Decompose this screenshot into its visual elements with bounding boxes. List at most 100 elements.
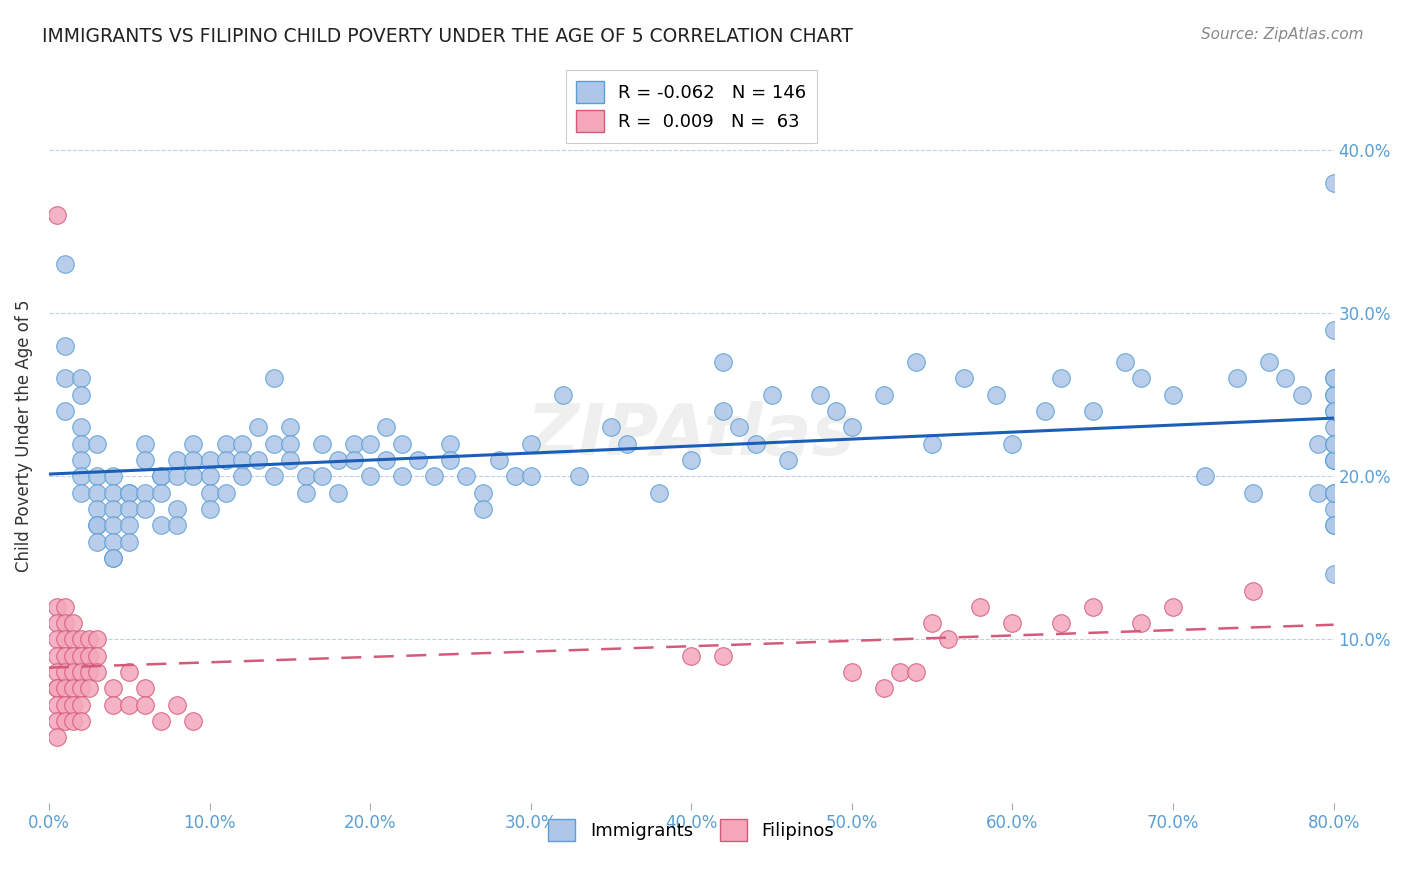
Point: [1323, 436, 1346, 450]
Point: [1274, 371, 1296, 385]
Point: [278, 453, 301, 467]
Point: [150, 485, 173, 500]
Point: [326, 485, 349, 500]
Point: [70, 453, 93, 467]
Point: [921, 616, 943, 631]
Point: [86, 502, 108, 516]
Point: [519, 469, 541, 483]
Point: [70, 371, 93, 385]
Point: [183, 714, 205, 728]
Point: [1258, 355, 1281, 369]
Point: [86, 665, 108, 679]
Point: [62, 698, 84, 712]
Point: [1001, 616, 1024, 631]
Point: [46, 599, 69, 614]
Point: [53, 665, 76, 679]
Point: [311, 469, 333, 483]
Point: [53, 371, 76, 385]
Point: [166, 469, 188, 483]
Point: [1323, 388, 1346, 402]
Point: [1323, 371, 1346, 385]
Point: [53, 681, 76, 696]
Point: [134, 436, 156, 450]
Point: [46, 616, 69, 631]
Point: [103, 534, 125, 549]
Point: [1323, 502, 1346, 516]
Point: [1081, 599, 1104, 614]
Point: [70, 698, 93, 712]
Point: [713, 404, 735, 418]
Point: [326, 453, 349, 467]
Point: [1323, 485, 1346, 500]
Point: [231, 436, 253, 450]
Point: [70, 632, 93, 647]
Point: [166, 698, 188, 712]
Point: [761, 388, 783, 402]
Point: [1323, 453, 1346, 467]
Point: [134, 698, 156, 712]
Point: [1323, 388, 1346, 402]
Point: [824, 404, 846, 418]
Point: [118, 518, 141, 533]
Point: [118, 665, 141, 679]
Point: [391, 469, 413, 483]
Point: [46, 681, 69, 696]
Point: [103, 485, 125, 500]
Point: [1033, 404, 1056, 418]
Point: [118, 485, 141, 500]
Point: [86, 534, 108, 549]
Point: [1323, 176, 1346, 190]
Y-axis label: Child Poverty Under the Age of 5: Child Poverty Under the Age of 5: [15, 300, 32, 572]
Point: [53, 616, 76, 631]
Point: [183, 436, 205, 450]
Point: [681, 648, 703, 663]
Point: [1323, 436, 1346, 450]
Point: [841, 665, 863, 679]
Point: [46, 632, 69, 647]
Point: [77, 665, 100, 679]
Point: [1114, 355, 1136, 369]
Point: [134, 453, 156, 467]
Point: [600, 420, 623, 434]
Point: [1323, 518, 1346, 533]
Point: [456, 469, 478, 483]
Point: [1081, 404, 1104, 418]
Point: [198, 502, 221, 516]
Point: [1323, 420, 1346, 434]
Point: [77, 632, 100, 647]
Point: [70, 485, 93, 500]
Point: [408, 453, 430, 467]
Point: [198, 469, 221, 483]
Point: [648, 485, 671, 500]
Point: [46, 714, 69, 728]
Point: [214, 453, 236, 467]
Legend: R = -0.062   N = 146, R =  0.009   N =  63: R = -0.062 N = 146, R = 0.009 N = 63: [565, 70, 817, 143]
Point: [86, 518, 108, 533]
Point: [62, 665, 84, 679]
Point: [46, 648, 69, 663]
Point: [488, 453, 510, 467]
Point: [86, 632, 108, 647]
Point: [1001, 436, 1024, 450]
Point: [70, 469, 93, 483]
Point: [873, 681, 896, 696]
Point: [46, 731, 69, 745]
Point: [969, 599, 991, 614]
Point: [103, 502, 125, 516]
Point: [1129, 371, 1152, 385]
Point: [1323, 404, 1346, 418]
Point: [889, 665, 911, 679]
Point: [53, 698, 76, 712]
Point: [1323, 322, 1346, 336]
Point: [439, 453, 461, 467]
Point: [953, 371, 976, 385]
Point: [295, 485, 318, 500]
Point: [77, 648, 100, 663]
Point: [103, 469, 125, 483]
Point: [198, 453, 221, 467]
Point: [681, 453, 703, 467]
Point: [62, 632, 84, 647]
Point: [103, 698, 125, 712]
Point: [616, 436, 638, 450]
Point: [439, 436, 461, 450]
